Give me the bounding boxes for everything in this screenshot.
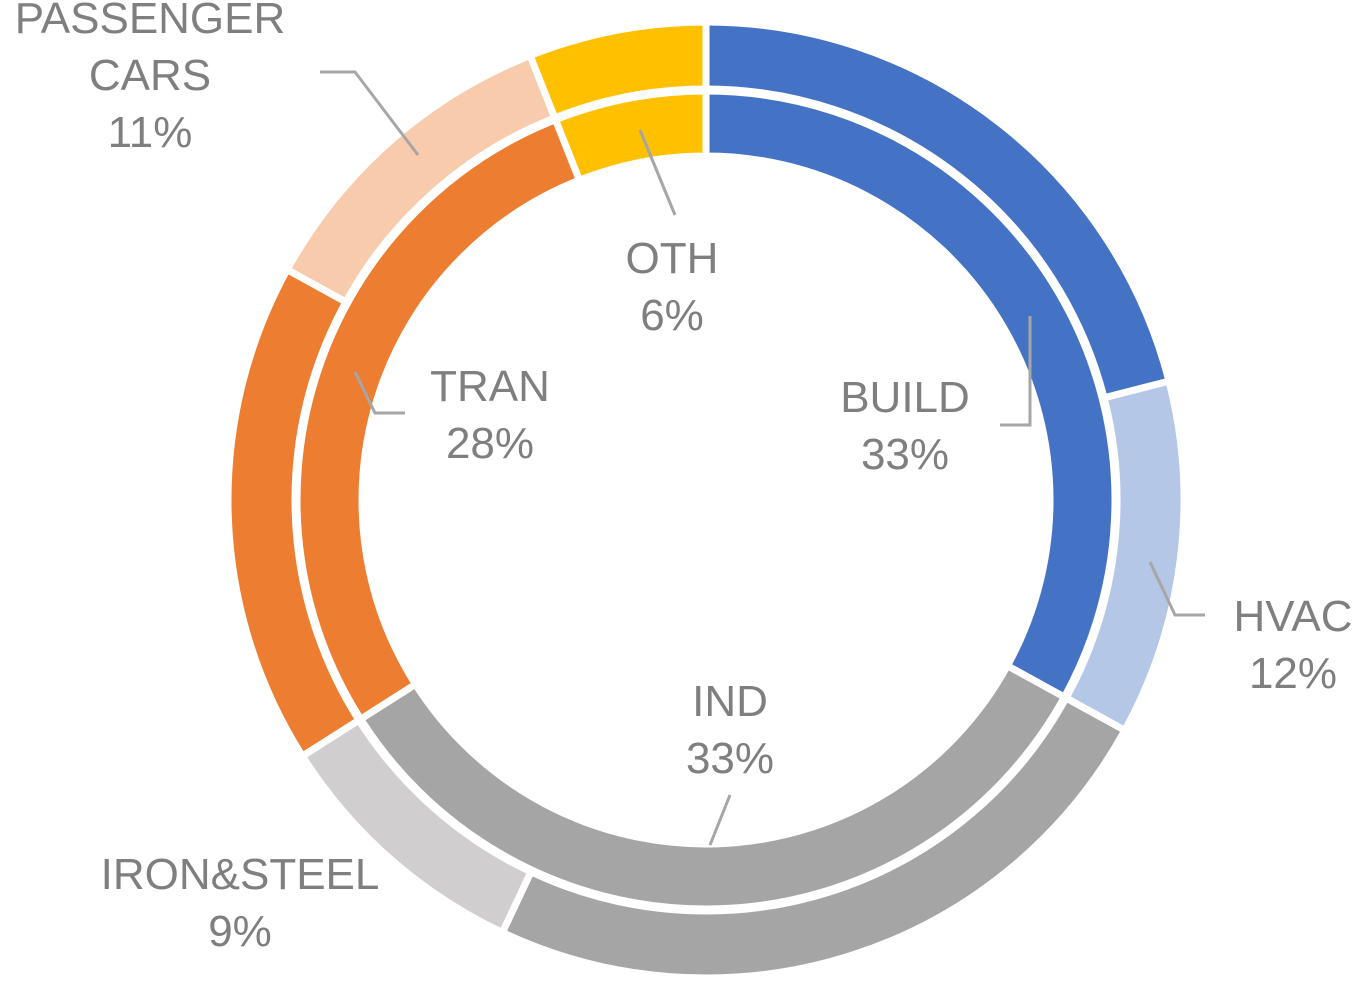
data-label: HVAC 12%	[1133, 588, 1359, 702]
leader-line	[638, 129, 677, 216]
data-label: IRON&STEEL 9%	[80, 846, 400, 960]
data-label: BUILD 33%	[745, 369, 1065, 483]
label-category: HVAC	[1233, 592, 1353, 641]
label-value: 9%	[208, 907, 272, 956]
leader-line	[1148, 561, 1205, 617]
label-value: 12%	[1248, 649, 1338, 698]
label-category: BUILD	[840, 373, 970, 422]
leader-line	[353, 371, 405, 415]
leader-line	[320, 70, 420, 156]
donut-segment	[355, 660, 1070, 913]
data-label: IND 33%	[570, 673, 890, 787]
label-value: 33%	[685, 734, 775, 783]
leader-line	[708, 794, 732, 846]
label-value: 6%	[640, 291, 704, 340]
data-label: PASSENGER CARS 11%	[0, 0, 300, 161]
label-value: 11%	[107, 107, 193, 157]
label-category: IND	[692, 677, 768, 726]
donut-segment	[293, 115, 584, 724]
data-label: TRAN 28%	[330, 358, 650, 472]
donut-segment	[702, 87, 1119, 702]
label-category: OTH	[625, 234, 719, 283]
label-category: TRAN	[430, 362, 550, 411]
label-value: 28%	[445, 419, 535, 468]
leader-lines	[320, 70, 1205, 846]
leader-line	[1000, 316, 1032, 427]
label-category: PASSENGER CARS	[14, 0, 286, 100]
data-label: OTH 6%	[512, 230, 832, 344]
label-category: IRON&STEEL	[100, 850, 380, 899]
label-value: 33%	[860, 430, 950, 479]
